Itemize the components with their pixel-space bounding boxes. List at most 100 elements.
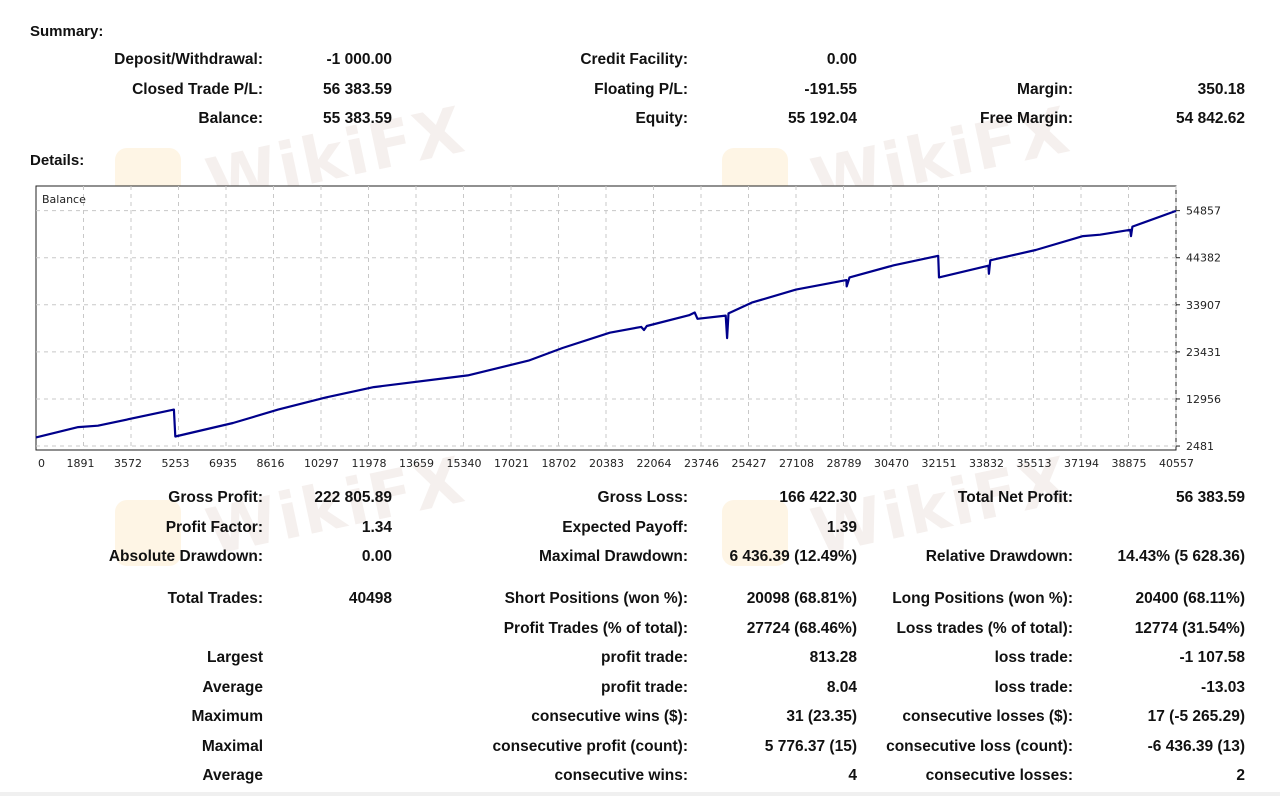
details-label-2: Short Positions (won %):: [504, 590, 688, 607]
details-value-1: 1.34: [361, 519, 392, 536]
x-tick-label: 25427: [732, 457, 767, 470]
details-value-3: -1 107.58: [1179, 649, 1246, 666]
details-row: Maximal consecutive profit (count): 5 776.…: [0, 738, 1280, 760]
x-tick-label: 37194: [1064, 457, 1099, 470]
details-row: Average profit trade: 8.04 loss trade: -13.0…: [0, 679, 1280, 701]
details-value-2: 31 (23.35): [786, 708, 857, 725]
summary-row: Deposit/Withdrawal: -1 000.00 Credit Fac…: [0, 51, 1280, 73]
floating-pl-value: -191.55: [804, 81, 857, 98]
balance-chart: Balance 0 1891 3572 5253 6935 8616 10297 11978 1…: [35, 185, 1221, 470]
balance-value: 55 383.59: [323, 110, 392, 127]
details-label-1: Gross Profit:: [168, 489, 263, 506]
details-row: Largest profit trade: 813.28 loss trade: -1 …: [0, 649, 1280, 671]
watermark-logo-icon: [722, 500, 788, 566]
details-row: Absolute Drawdown: 0.00 Maximal Drawdown: 6…: [0, 548, 1280, 570]
details-label-3: consecutive loss (count):: [886, 738, 1073, 755]
equity-value: 55 192.04: [788, 110, 857, 127]
y-axis-labels: 54857 44382 33907 23431 12956 2481: [1176, 205, 1221, 453]
watermark-logo-icon: [115, 500, 181, 566]
x-tick-label: 8616: [257, 457, 285, 470]
x-tick-label: 6935: [209, 457, 237, 470]
x-tick-label: 32151: [922, 457, 957, 470]
details-value-3: 17 (-5 265.29): [1147, 708, 1245, 725]
deposit-label: Deposit/Withdrawal:: [114, 51, 263, 68]
details-value-2: 27724 (68.46%): [746, 620, 857, 637]
x-axis-labels: 0 1891 3572 5253 6935 8616 10297 11978 13659 1534…: [38, 457, 1194, 470]
details-value-3: 12774 (31.54%): [1134, 620, 1245, 637]
y-tick-label: 2481: [1186, 440, 1214, 453]
x-tick-label: 30470: [874, 457, 909, 470]
details-value-3: 56 383.59: [1176, 489, 1245, 506]
details-label-2: consecutive wins ($):: [531, 708, 688, 725]
details-row: Profit Trades (% of total): 27724 (68.46%…: [0, 620, 1280, 642]
details-label-3: Loss trades (% of total):: [896, 620, 1073, 637]
details-label-3: consecutive losses:: [925, 767, 1073, 784]
details-value-3: -6 436.39 (13): [1147, 738, 1245, 755]
x-tick-label: 23746: [684, 457, 719, 470]
details-label-2: profit trade:: [601, 649, 688, 666]
x-tick-label: 0: [38, 457, 45, 470]
summary-heading: Summary:: [30, 23, 104, 40]
x-tick-label: 33832: [969, 457, 1004, 470]
margin-label: Margin:: [1017, 81, 1073, 98]
y-tick-label: 12956: [1186, 393, 1221, 406]
details-value-1: 0.00: [361, 548, 392, 565]
x-tick-label: 40557: [1159, 457, 1194, 470]
details-value-3: 14.43% (5 628.36): [1117, 548, 1245, 565]
x-tick-label: 5253: [162, 457, 190, 470]
x-tick-label: 11978: [352, 457, 387, 470]
bottom-divider: [0, 792, 1280, 796]
x-tick-label: 15340: [447, 457, 482, 470]
details-label-1: Largest: [207, 649, 263, 666]
x-tick-label: 27108: [779, 457, 814, 470]
x-tick-label: 38875: [1112, 457, 1147, 470]
details-label-1: Average: [202, 767, 263, 784]
details-label-2: profit trade:: [601, 679, 688, 696]
x-tick-label: 35513: [1017, 457, 1052, 470]
details-value-2: 6 436.39 (12.49%): [729, 548, 857, 565]
balance-label: Balance:: [198, 110, 263, 127]
details-label-3: loss trade:: [994, 649, 1073, 666]
free-margin-value: 54 842.62: [1176, 110, 1245, 127]
x-tick-label: 3572: [114, 457, 142, 470]
y-tick-label: 54857: [1186, 205, 1221, 218]
details-value-2: 1.39: [826, 519, 857, 536]
floating-pl-label: Floating P/L:: [594, 81, 688, 98]
details-label-2: consecutive profit (count):: [492, 738, 688, 755]
details-value-1: 222 805.89: [314, 489, 392, 506]
details-heading: Details:: [30, 152, 85, 169]
chart-title: Balance: [42, 193, 86, 206]
summary-row: Closed Trade P/L: 56 383.59 Floating P/L…: [0, 81, 1280, 103]
details-row: Total Trades: 40498 Short Positions (won %…: [0, 590, 1280, 612]
details-label-1: Maximum: [191, 708, 264, 725]
details-row: Profit Factor: 1.34 Expected Payoff: 1.39: [0, 519, 1280, 541]
closed-pl-value: 56 383.59: [323, 81, 392, 98]
equity-label: Equity:: [635, 110, 688, 127]
details-value-3: 20400 (68.11%): [1135, 590, 1245, 607]
details-value-1: 40498: [348, 590, 392, 607]
free-margin-label: Free Margin:: [979, 110, 1073, 127]
details-value-2: 166 422.30: [779, 489, 857, 506]
details-value-2: 4: [848, 767, 857, 784]
x-tick-label: 1891: [67, 457, 95, 470]
x-tick-label: 22064: [637, 457, 672, 470]
y-tick-label: 23431: [1186, 346, 1221, 359]
details-value-3: 2: [1236, 767, 1245, 784]
details-value-3: -13.03: [1201, 679, 1245, 696]
x-tick-label: 10297: [304, 457, 339, 470]
credit-value: 0.00: [826, 51, 857, 68]
details-label-3: Relative Drawdown:: [925, 548, 1073, 565]
x-tick-label: 18702: [542, 457, 577, 470]
details-label-2: consecutive wins:: [554, 767, 688, 784]
details-row: Gross Profit: 222 805.89 Gross Loss: 166 42…: [0, 489, 1280, 511]
chart-grid: [36, 186, 1177, 450]
credit-label: Credit Facility:: [580, 51, 688, 68]
details-value-2: 20098 (68.81%): [746, 590, 857, 607]
details-label-1: Total Trades:: [167, 590, 263, 607]
x-tick-label: 28789: [827, 457, 862, 470]
y-tick-label: 33907: [1186, 299, 1221, 312]
x-tick-label: 17021: [494, 457, 529, 470]
margin-value: 350.18: [1197, 81, 1245, 98]
details-label-1: Average: [202, 679, 263, 696]
details-label-3: loss trade:: [994, 679, 1073, 696]
